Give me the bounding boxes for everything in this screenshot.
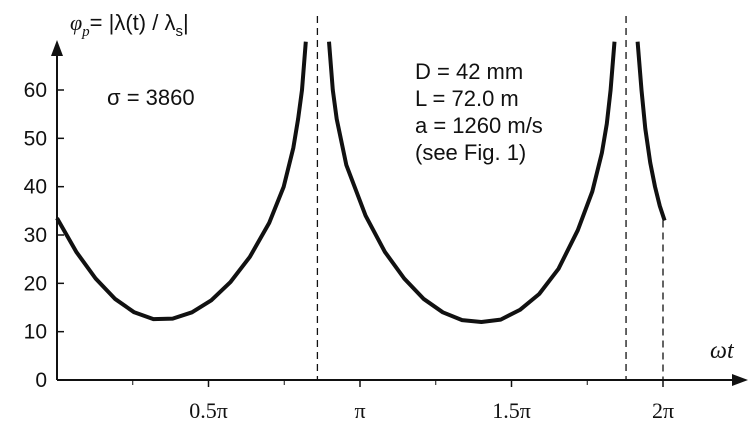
y-tick-label: 50 [24, 127, 47, 150]
y-axis-arrow [51, 40, 63, 56]
x-axis-label: ωt [710, 338, 735, 364]
ticks: 0 10 20 30 40 50 60 0.5π π 1.5π 2π [24, 79, 674, 423]
y-tick-label: 20 [24, 272, 47, 295]
x-tick-label: π [354, 398, 365, 423]
series-line-2 [635, 41, 667, 222]
y-tick-label: 60 [24, 79, 47, 102]
series-line-1 [327, 41, 617, 324]
y-tick-label: 0 [35, 369, 47, 392]
x-tick-label: 2π [652, 398, 674, 423]
axes [51, 16, 748, 386]
param-a: a = 1260 m/s [415, 113, 543, 138]
parameter-annotations: D = 42 mm L = 72.0 m a = 1260 m/s (see F… [415, 59, 543, 165]
param-fig: (see Fig. 1) [415, 140, 526, 165]
series-line-0 [55, 41, 308, 322]
x-tick-label: 0.5π [189, 398, 228, 423]
y-tick-label: 40 [24, 176, 47, 199]
sigma-annotation: σ = 3860 [107, 85, 195, 110]
curves [55, 41, 667, 324]
y-tick-label: 10 [24, 321, 47, 344]
param-d: D = 42 mm [415, 59, 523, 84]
x-tick-label: 1.5π [492, 398, 531, 423]
y-axis-label: φp= |λ(t) / λs| [70, 10, 189, 40]
y-tick-label: 30 [24, 224, 47, 247]
param-l: L = 72.0 m [415, 86, 519, 111]
x-axis-arrow [732, 374, 748, 386]
